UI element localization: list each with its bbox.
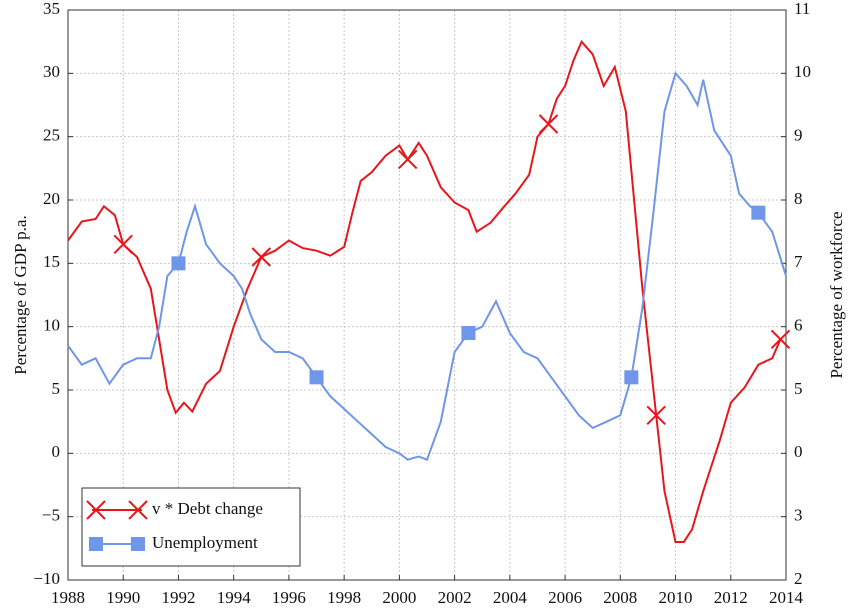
plot-frame: [67, 9, 787, 581]
series-line: [67, 39, 782, 543]
marker: [461, 326, 476, 340]
y-tick-label: 5: [52, 379, 61, 398]
y2-tick-label: 0: [794, 442, 803, 461]
marker: [538, 114, 559, 134]
x-tick-label: 2008: [603, 588, 637, 607]
y2-tick-label: 2: [794, 569, 803, 588]
x-tick-label: 1994: [217, 588, 252, 607]
marker: [89, 537, 103, 551]
series-line: [67, 71, 787, 461]
y-tick-label: 0: [52, 442, 61, 461]
y-tick-label: −5: [42, 506, 60, 525]
marker: [171, 256, 186, 271]
x-tick-label: 2006: [548, 588, 582, 607]
y2-tick-label: 6: [794, 316, 803, 335]
marker: [624, 370, 639, 385]
y-tick-label: 10: [43, 316, 60, 335]
marker: [251, 247, 272, 267]
x-tick-label: 1990: [106, 588, 140, 607]
y2-tick-label: 8: [794, 189, 803, 208]
x-tick-label: 2012: [714, 588, 748, 607]
x-tick-label: 1992: [161, 588, 195, 607]
y2-tick-label: 10: [794, 62, 811, 81]
legend-box: [81, 487, 301, 567]
legend: v * Debt change Unemployment: [81, 487, 301, 567]
x-tick-label: 2002: [438, 588, 472, 607]
y-tick-label: 15: [43, 252, 60, 271]
y-tick-label: 30: [43, 62, 60, 81]
y-tick-label: 25: [43, 126, 60, 145]
x-tick-label: 2010: [659, 588, 693, 607]
x-tick-label: 1988: [51, 588, 85, 607]
y2-axis-label: Percentage of workforce: [827, 211, 846, 378]
y2-tick-label: 3: [794, 506, 803, 525]
legend-label: v * Debt change: [152, 499, 263, 518]
y2-tick-label: 9: [794, 126, 803, 145]
y-tick-label: −10: [33, 569, 60, 588]
marker: [128, 500, 148, 520]
marker: [113, 234, 133, 255]
x-tick-label: 2014: [769, 588, 804, 607]
x-tick-label: 2004: [493, 588, 528, 607]
marker: [751, 205, 766, 220]
y-tick-label: 20: [43, 189, 60, 208]
y2-tick-label: 5: [794, 379, 803, 398]
y-axis-label: Percentage of GDP p.a.: [11, 215, 30, 374]
marker: [131, 537, 145, 551]
x-tick-label: 2000: [382, 588, 416, 607]
legend-label: Unemployment: [152, 533, 258, 552]
marker: [86, 500, 106, 520]
marker: [770, 329, 791, 350]
x-tick-label: 1996: [272, 588, 306, 607]
marker: [646, 405, 666, 426]
marker: [309, 370, 324, 385]
marker: [397, 149, 418, 170]
y2-tick-label: 7: [794, 252, 803, 271]
y-tick-label: 35: [43, 0, 60, 18]
x-tick-label: 1998: [327, 588, 361, 607]
y2-tick-label: 11: [794, 0, 810, 18]
